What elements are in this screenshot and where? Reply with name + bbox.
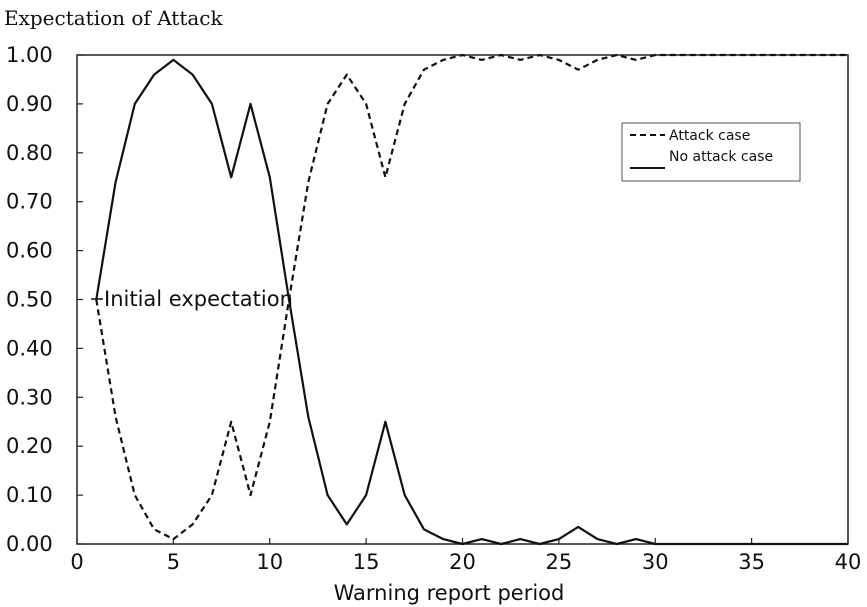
series-line-no-attack-case xyxy=(95,58,848,546)
x-axis-title: Warning report period xyxy=(334,581,565,605)
series-layer xyxy=(95,53,848,546)
x-tick-label: 20 xyxy=(449,550,476,574)
y-tick-labels: 0.00 0.10 0.20 0.30 0.40 0.50 0.60 0.70 0.80 0.90… xyxy=(6,43,83,556)
y-tick-label: 1.00 xyxy=(6,43,53,67)
y-tick-label: 0.90 xyxy=(6,92,53,116)
legend-label-attack-case: Attack case xyxy=(669,128,750,144)
x-tick-label: 25 xyxy=(546,550,573,574)
y-tick-label: 0.20 xyxy=(6,434,53,458)
y-tick-label: 0.40 xyxy=(6,336,53,360)
y-tick-label: 0.60 xyxy=(6,239,53,263)
y-tick-label: 0.30 xyxy=(6,385,53,409)
x-tick-label: 0 xyxy=(70,550,83,574)
legend: Attack case No attack case xyxy=(621,122,801,182)
y-axis-title: Expectation of Attack xyxy=(4,6,223,30)
y-tick-label: 0.70 xyxy=(6,190,53,214)
x-tick-label: 15 xyxy=(353,550,380,574)
legend-box xyxy=(621,122,801,182)
x-tick-label: 30 xyxy=(642,550,669,574)
x-tick-label: 40 xyxy=(835,550,862,574)
x-tick-label: 35 xyxy=(738,550,765,574)
x-tick-label: 10 xyxy=(256,550,283,574)
legend-label-no-attack-case: No attack case xyxy=(669,149,773,165)
x-tick-labels: 0 5 10 15 20 25 30 35 40 xyxy=(70,538,861,574)
y-tick-label: 0.50 xyxy=(6,288,53,312)
annotation-layer: Initial expectation xyxy=(91,287,293,311)
y-tick-label: 0.10 xyxy=(6,483,53,507)
y-tick-label: 0.80 xyxy=(6,141,53,165)
annotation-initial-expectation: Initial expectation xyxy=(104,287,293,311)
y-tick-label: 0.00 xyxy=(6,532,53,556)
series-line-attack-case xyxy=(95,53,848,541)
x-tick-label: 5 xyxy=(167,550,180,574)
